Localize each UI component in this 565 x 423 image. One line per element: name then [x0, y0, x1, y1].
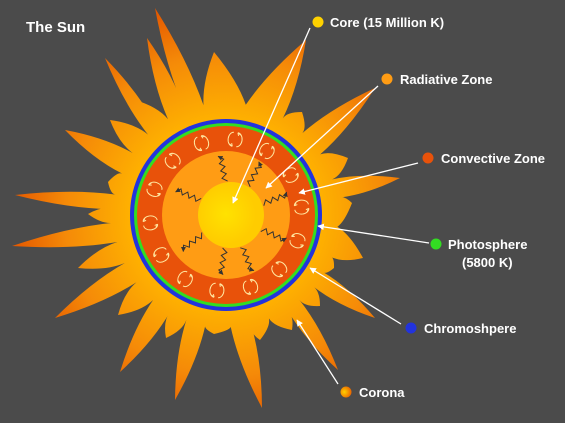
convection-cell — [259, 142, 275, 160]
label-core: Core (15 Million K) — [330, 15, 444, 30]
convection-cell — [177, 270, 193, 288]
photon-path — [180, 232, 203, 252]
convection-cell — [289, 233, 306, 249]
pointer-core — [232, 27, 311, 204]
label-photosphere: Photosphere — [448, 237, 527, 252]
convective-dot — [422, 152, 434, 164]
core — [198, 182, 264, 248]
convection-cell — [282, 167, 299, 183]
convection-cell — [293, 199, 310, 215]
convection-cell — [242, 278, 259, 295]
core-dot — [312, 16, 324, 28]
photosphere-dot — [430, 238, 442, 250]
convection-cell — [146, 181, 163, 197]
convection-cell — [153, 247, 170, 263]
radiation-paths — [175, 155, 288, 275]
photon-path — [217, 155, 228, 182]
label-convective-zone: Convective Zone — [441, 151, 545, 166]
label-radiative-zone: Radiative Zone — [400, 72, 492, 87]
pointer-chromosphere — [309, 267, 402, 325]
convection-cell — [142, 215, 159, 231]
photon-path — [217, 247, 228, 275]
photon-path — [175, 187, 202, 203]
pointer-convective — [298, 162, 419, 195]
corona-dot — [340, 386, 352, 398]
label-corona: Corona — [359, 385, 405, 400]
title: The Sun — [26, 19, 85, 36]
pointer-photosphere — [317, 223, 430, 244]
convection-cells — [142, 131, 310, 299]
convection-cell — [227, 131, 243, 148]
pointer-corona — [296, 319, 339, 385]
convection-cell — [193, 135, 210, 152]
convection-cell — [271, 261, 288, 278]
chromosphere-dot — [405, 322, 417, 334]
photon-path — [240, 247, 255, 272]
photon-path — [260, 227, 287, 243]
label-photosphere-temp: (5800 K) — [462, 255, 513, 270]
photon-path — [263, 191, 288, 206]
convection-cell — [164, 152, 181, 169]
label-chromosphere: Chromoshpere — [424, 321, 516, 336]
convection-cell — [209, 282, 225, 299]
photon-path — [246, 161, 263, 188]
radiative-dot — [381, 73, 393, 85]
pointer-radiative — [265, 85, 379, 189]
